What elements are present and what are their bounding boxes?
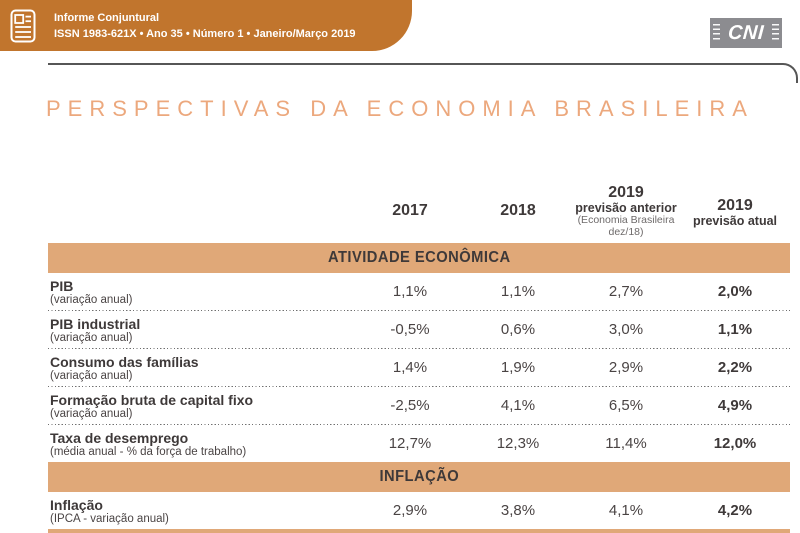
- value-cell: 1,9%: [500, 359, 536, 376]
- row-label-cell: Consumo das famílias (variação anual): [48, 351, 356, 385]
- value-cell: 1,1%: [392, 283, 428, 300]
- table-column-headers: 2017 2018 2019 previsão anterior (Econom…: [48, 170, 790, 243]
- table-row: Inflação (IPCA - variação anual) 2,9% 3,8% 4…: [48, 492, 790, 529]
- masthead-band: Informe Conjuntural ISSN 1983-621X • Ano…: [0, 0, 412, 51]
- cni-logo: CNI: [710, 18, 782, 48]
- row-sublabel: (variação anual): [50, 331, 133, 344]
- newspaper-icon: [10, 9, 36, 43]
- value-cell: 1,1%: [500, 283, 536, 300]
- value-cell: 6,5%: [608, 397, 644, 414]
- value-cell: 4,1%: [608, 502, 644, 519]
- row-sublabel: (IPCA - variação anual): [50, 512, 169, 525]
- bottom-band: [48, 529, 790, 533]
- row-sublabel: (variação anual): [50, 369, 133, 382]
- value-cell: 0,6%: [500, 321, 536, 338]
- table-row: PIB (variação anual) 1,1% 1,1% 2,7% 2,0%: [48, 273, 790, 310]
- column-header-2019-previsao-atual: 2019 previsão atual: [692, 197, 778, 228]
- section-header: INFLAÇÃO: [48, 462, 790, 492]
- cni-logo-text: CNI: [727, 21, 765, 44]
- value-cell: 1,1%: [717, 321, 753, 338]
- row-separator: [48, 386, 790, 387]
- row-label: Formação bruta de capital fixo: [50, 391, 254, 408]
- table-row: Taxa de desemprego (média anual - % da fo…: [48, 425, 790, 462]
- value-cell: 12,3%: [496, 435, 540, 452]
- value-cell: -0,5%: [390, 321, 430, 338]
- table-row: Formação bruta de capital fixo (variação …: [48, 387, 790, 424]
- value-cell: -2,5%: [390, 397, 430, 414]
- row-label-cell: Formação bruta de capital fixo (variação …: [48, 389, 356, 423]
- row-label-cell: PIB (variação anual): [48, 275, 356, 309]
- section-header: ATIVIDADE ECONÔMICA: [48, 243, 790, 273]
- row-separator: [48, 424, 790, 425]
- row-sublabel: (média anual - % da força de trabalho): [50, 445, 247, 458]
- value-cell: 11,4%: [605, 435, 647, 452]
- row-separator: [48, 310, 790, 311]
- table-row: Consumo das famílias (variação anual) 1,4%…: [48, 349, 790, 386]
- row-sublabel: (variação anual): [50, 407, 133, 420]
- value-cell: 12,7%: [388, 435, 432, 452]
- row-label: Taxa de desemprego: [50, 429, 189, 446]
- row-label: PIB industrial: [50, 315, 141, 332]
- value-cell: 2,0%: [717, 283, 753, 300]
- value-cell: 3,0%: [608, 321, 644, 338]
- row-label: PIB: [50, 277, 74, 294]
- row-label-cell: PIB industrial (variação anual): [48, 313, 356, 347]
- table-row: PIB industrial (variação anual) -0,5% 0,6% 3…: [48, 311, 790, 348]
- table-body: ATIVIDADE ECONÔMICA PIB (variação anual) 1,…: [48, 243, 790, 529]
- value-cell: 1,4%: [392, 359, 428, 376]
- section-header-label: ATIVIDADE ECONÔMICA: [327, 249, 511, 266]
- row-sublabel: (variação anual): [50, 293, 133, 306]
- row-label-cell: Inflação (IPCA - variação anual): [48, 494, 356, 528]
- value-cell: 4,9%: [717, 397, 753, 414]
- header-rule: [48, 63, 798, 83]
- row-label: Consumo das famílias: [50, 353, 199, 370]
- page-title: PERSPECTIVAS DA ECONOMIA BRASILEIRA: [46, 96, 754, 121]
- value-cell: 12,0%: [713, 435, 757, 452]
- value-cell: 2,2%: [717, 359, 753, 376]
- value-cell: 4,1%: [500, 397, 536, 414]
- row-label: Inflação: [50, 496, 103, 513]
- logo-stripes-left-icon: [713, 24, 720, 42]
- value-cell: 2,9%: [392, 502, 428, 519]
- section-header-label: INFLAÇÃO: [379, 468, 459, 485]
- value-cell: 3,8%: [500, 502, 536, 519]
- value-cell: 2,9%: [608, 359, 644, 376]
- row-label-cell: Taxa de desemprego (média anual - % da fo…: [48, 427, 356, 461]
- row-separator: [48, 348, 790, 349]
- publication-issue: ISSN 1983-621X • Ano 35 • Número 1 • Jan…: [54, 27, 356, 40]
- value-cell: 4,2%: [717, 502, 753, 519]
- publication-title: Informe Conjuntural: [54, 11, 160, 24]
- column-header-2017: 2017: [392, 202, 428, 219]
- forecast-table: 2017 2018 2019 previsão anterior (Econom…: [48, 170, 790, 533]
- column-header-2018: 2018: [500, 202, 536, 219]
- column-header-2019-previsao-anterior: 2019 previsão anterior (Economia Brasile…: [575, 184, 677, 238]
- value-cell: 2,7%: [608, 283, 644, 300]
- logo-stripes-right-icon: [772, 24, 779, 42]
